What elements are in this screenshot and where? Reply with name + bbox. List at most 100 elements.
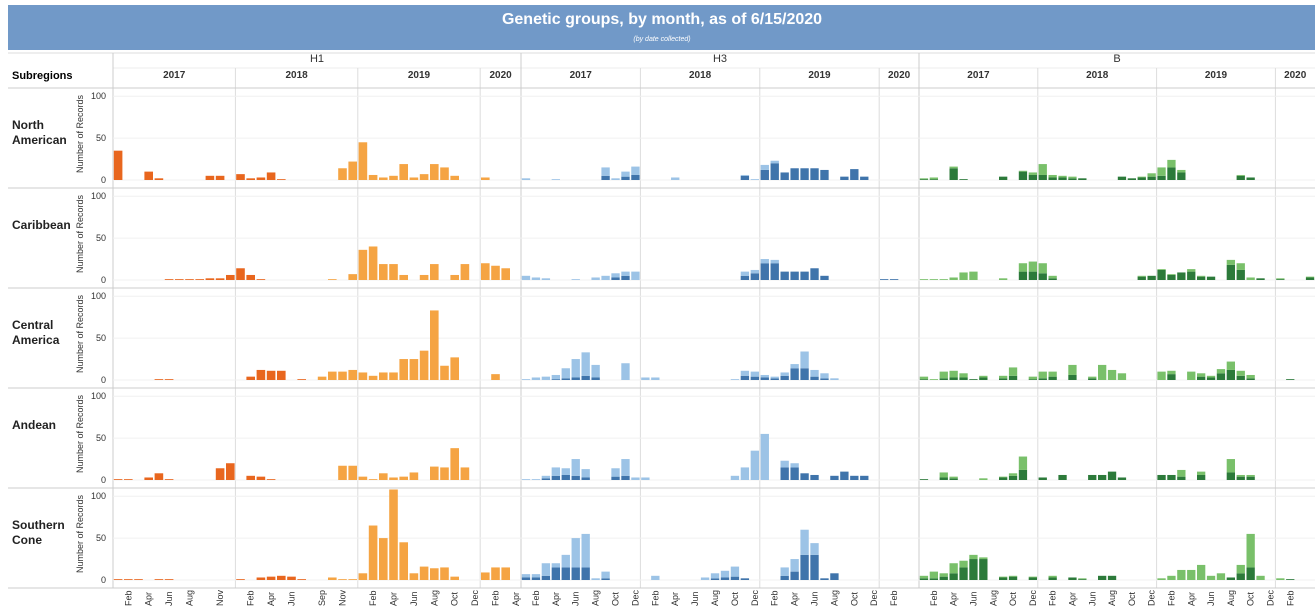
bar [1028, 271, 1037, 280]
bar [919, 279, 929, 280]
bar [800, 473, 809, 480]
y-tick-label: 0 [101, 175, 106, 185]
x-tick-label: Apr [949, 592, 959, 606]
bar [338, 579, 347, 580]
bar [919, 578, 929, 580]
bar [780, 467, 789, 480]
bar [256, 577, 266, 580]
bar [1226, 472, 1235, 480]
bar [277, 370, 286, 380]
bar [949, 573, 958, 580]
bar [750, 273, 759, 280]
bar [154, 579, 164, 580]
bar [389, 264, 398, 280]
x-tick-label: Dec [1028, 589, 1038, 606]
y-tick-label: 0 [101, 475, 106, 485]
bar [780, 575, 789, 580]
bar [770, 263, 779, 280]
bar [1117, 373, 1127, 380]
bar [1187, 271, 1196, 280]
bar [611, 277, 620, 280]
bar [959, 560, 968, 568]
bar [531, 479, 541, 480]
x-tick-label: Jun [409, 591, 419, 606]
bar [780, 567, 789, 576]
bar [1226, 259, 1235, 265]
y-tick-label: 50 [96, 533, 106, 543]
bar [919, 179, 929, 180]
bar [730, 379, 740, 380]
y-axis-label: Number of Records [75, 294, 85, 373]
y-axis-label: Number of Records [75, 194, 85, 273]
bar [710, 573, 720, 579]
bar [1246, 374, 1255, 379]
bar [790, 168, 799, 180]
bar [389, 372, 398, 380]
bar [1187, 269, 1196, 272]
bar [1008, 367, 1018, 376]
bar [760, 433, 769, 480]
bar [460, 467, 470, 480]
bar [1206, 377, 1216, 380]
bar [1216, 373, 1226, 380]
bar [551, 374, 560, 380]
bar [450, 576, 459, 580]
bar [889, 279, 899, 280]
bar [850, 169, 859, 180]
bar [919, 379, 929, 380]
bar [551, 379, 560, 380]
bar [959, 179, 968, 180]
x-tick-label: Jun [810, 591, 820, 606]
bar [481, 263, 490, 280]
bar [790, 463, 799, 468]
bar [740, 271, 750, 276]
bar [205, 175, 215, 180]
bar [810, 268, 819, 280]
bar [113, 579, 123, 580]
bar [154, 178, 164, 180]
bar [1058, 177, 1067, 180]
x-tick-label: Dec [1147, 589, 1157, 606]
bar [621, 459, 630, 476]
bar [1236, 476, 1245, 480]
bar [1038, 273, 1047, 280]
bar [409, 573, 419, 580]
bar [531, 577, 541, 580]
bar [790, 559, 799, 572]
y-tick-label: 100 [91, 91, 106, 101]
bar [399, 476, 408, 480]
bar [1197, 564, 1206, 580]
bar [810, 543, 819, 555]
x-tick-label: Oct [611, 591, 621, 606]
bar [790, 467, 799, 480]
bar [531, 277, 541, 280]
x-tick-label: Feb [929, 590, 939, 606]
bar [1147, 176, 1156, 180]
bar [581, 477, 590, 480]
bar [541, 563, 551, 576]
x-tick-label: Oct [1127, 591, 1137, 606]
bar [1226, 361, 1235, 370]
bar [1048, 577, 1057, 580]
bar [820, 378, 829, 380]
bar [929, 379, 938, 380]
bar [780, 372, 789, 376]
year-label: 2019 [1205, 70, 1228, 81]
bar [521, 574, 531, 578]
bar [297, 379, 306, 380]
bar [979, 375, 988, 378]
bar [581, 352, 590, 376]
bar [561, 554, 570, 568]
bar [521, 178, 531, 180]
bar [348, 161, 357, 180]
bar [631, 477, 640, 480]
bar [1107, 471, 1117, 480]
bar [949, 476, 958, 479]
bar [929, 279, 938, 280]
bar [790, 364, 799, 369]
y-tick-label: 50 [96, 133, 106, 143]
chart-title: Genetic groups, by month, as of 6/15/202… [502, 11, 822, 28]
y-axis-label: Number of Records [75, 394, 85, 473]
bar [440, 365, 449, 380]
bar [780, 271, 789, 280]
